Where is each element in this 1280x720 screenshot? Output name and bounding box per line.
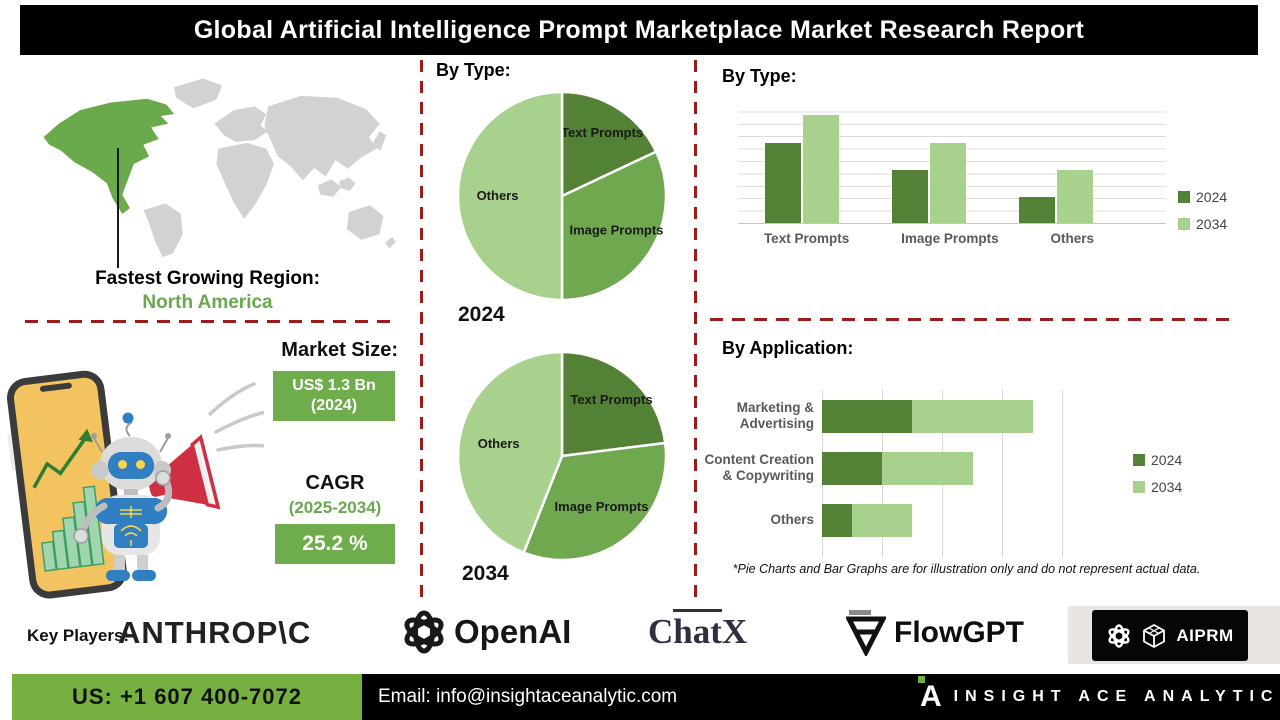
cagr-value: 25.2 % (302, 532, 368, 555)
aiprm-knot-icon (1108, 623, 1130, 648)
application-chart-plot (822, 390, 1075, 558)
footer-phone-block: US: +1 607 400-7072 (12, 674, 362, 720)
cagr-period: (2025-2034) (288, 498, 382, 517)
key-players-label: Key Players: (27, 626, 130, 645)
world-map (25, 68, 400, 260)
svg-text:Others: Others (478, 436, 520, 451)
fastest-growing-region: Fastest Growing Region: North America (0, 268, 415, 314)
flowgpt-icon (846, 610, 886, 656)
map-pointer-line (117, 148, 119, 268)
market-size-value: US$ 1.3 Bn (292, 377, 376, 394)
svg-text:Text Prompts: Text Prompts (561, 125, 643, 140)
world-map-svg (43, 78, 396, 258)
logo-openai: OpenAI (400, 608, 571, 656)
divider-left-horizontal (25, 320, 395, 323)
openai-wordmark: OpenAI (454, 613, 572, 650)
application-chart-legend: 2024 2034 (1133, 452, 1182, 495)
chart-disclaimer: *Pie Charts and Bar Graphs are for illus… (732, 562, 1201, 576)
bar-section-title: By Type: (722, 66, 797, 86)
footer-email: Email: info@insightaceanalytic.com (378, 686, 678, 707)
brand-name: INSIGHT ACE ANALYTIC (953, 688, 1280, 705)
bar-chart-plot (738, 100, 1166, 224)
pie-section-title: By Type: (436, 60, 511, 80)
bar-chart-legend: 2024 2034 (1178, 189, 1227, 232)
cagr-value-box: 25.2 % (275, 524, 395, 564)
pie-chart-2034: Text Prompts Image Prompts Others (452, 346, 672, 566)
footer-contact-bar: Email: info@insightaceanalytic.com A INS… (362, 674, 1280, 720)
brand-logo: A INSIGHT ACE ANALYTIC (918, 674, 1280, 720)
bar-chart-by-type: Text Prompts Image Prompts Others (738, 100, 1166, 246)
logo-chatx: ChatX (648, 609, 747, 652)
logo-aiprm: AIPRM (1092, 610, 1248, 661)
pie-2034-year-label: 2034 (462, 562, 509, 585)
divider-right-horizontal (710, 318, 1235, 321)
market-size-value-box: US$ 1.3 Bn (2024) (273, 371, 395, 421)
pie-2024-year-label: 2024 (458, 303, 505, 326)
svg-text:Image Prompts: Image Prompts (555, 499, 649, 514)
brand-dot-icon (918, 676, 925, 683)
logo-flowgpt: FlowGPT (846, 610, 1024, 656)
robot-icon (73, 412, 173, 581)
report-title-bar: Global Artificial Intelligence Prompt Ma… (20, 5, 1258, 55)
divider-vertical-right (694, 60, 697, 600)
brand-initial: A (918, 676, 942, 712)
map-region-north-america (43, 98, 175, 214)
robot-megaphone-illustration (2, 366, 268, 604)
market-size-year: (2024) (310, 397, 358, 414)
aiprm-wordmark: AIPRM (1176, 625, 1234, 645)
svg-text:Text Prompts: Text Prompts (570, 392, 652, 407)
bar-chart-category-labels: Text Prompts Image Prompts Others (763, 231, 1095, 246)
market-size-label: Market Size: (281, 339, 398, 361)
svg-text:Others: Others (477, 188, 519, 203)
svg-text:Image Prompts: Image Prompts (569, 223, 663, 238)
flowgpt-wordmark: FlowGPT (894, 616, 1024, 649)
logo-anthropic: ANTHROP\C (118, 615, 312, 650)
application-section-title: By Application: (722, 338, 854, 358)
divider-vertical-left (420, 60, 423, 600)
bar-chart-by-application: Marketing & Advertising Content Creation … (700, 390, 1075, 558)
aiprm-cube-icon (1143, 623, 1166, 648)
openai-icon (404, 610, 444, 654)
report-title: Global Artificial Intelligence Prompt Ma… (193, 15, 1085, 44)
region-label: Fastest Growing Region: (95, 268, 320, 289)
phone-icon (6, 370, 127, 599)
footer-phone: US: +1 607 400-7072 (72, 684, 302, 709)
pie-chart-2024: Text Prompts Image Prompts Others (452, 86, 672, 306)
region-value: North America (142, 292, 273, 313)
cagr-label: CAGR (305, 472, 365, 494)
application-category-labels: Marketing & Advertising Content Creation … (704, 399, 815, 527)
